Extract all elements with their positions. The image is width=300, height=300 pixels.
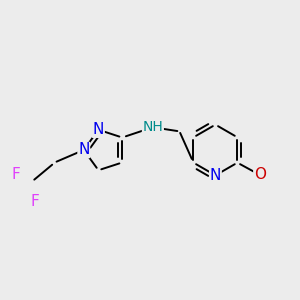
Text: N: N (78, 142, 89, 158)
Text: N: N (93, 122, 104, 137)
Text: F: F (30, 194, 39, 208)
Text: NH: NH (142, 120, 163, 134)
Text: N: N (210, 168, 221, 183)
Text: F: F (12, 167, 21, 182)
Text: O: O (254, 167, 266, 182)
